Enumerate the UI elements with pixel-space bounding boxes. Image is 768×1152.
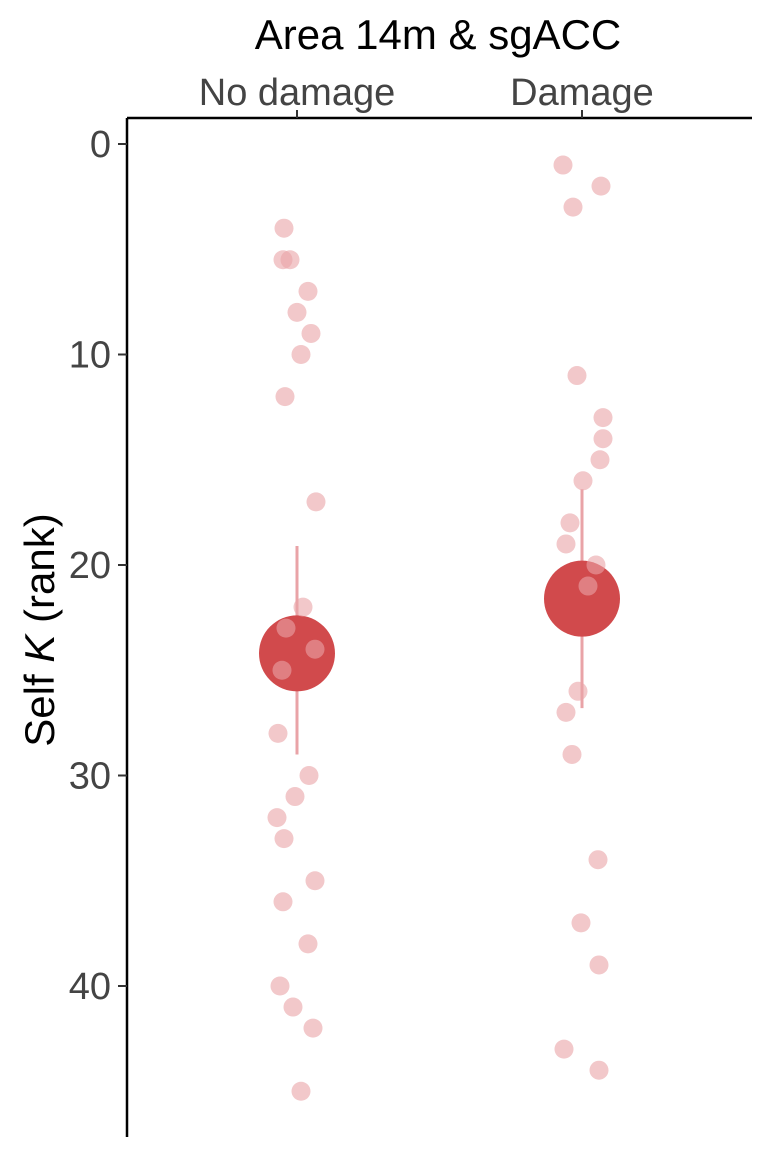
data-point-0-3 (298, 281, 318, 301)
data-point-1-5 (593, 429, 613, 449)
data-point-0-20 (298, 934, 318, 954)
data-point-0-15 (285, 787, 305, 807)
data-point-0-23 (303, 1018, 323, 1038)
y-tick-label-0: 0 (90, 124, 111, 166)
y-tick-label-20: 20 (69, 545, 111, 587)
data-point-0-24 (291, 1081, 311, 1101)
x-tick-label-1: Damage (510, 72, 654, 114)
data-point-1-16 (571, 913, 591, 933)
plot-layer: 0 10 20 30 40 No damage Damage (69, 72, 752, 1137)
y-axis-label-prefix: Self (16, 663, 63, 747)
mean-point-1 (544, 560, 620, 637)
y-tick-label-30: 30 (69, 756, 111, 798)
y-axis-label-italic: K (16, 633, 63, 663)
data-point-0-8 (306, 492, 326, 512)
data-point-0-17 (274, 829, 294, 849)
data-point-1-14 (562, 744, 582, 764)
data-point-0-9 (293, 597, 313, 617)
data-point-0-12 (272, 660, 292, 680)
data-point-1-13 (556, 702, 576, 722)
data-point-1-2 (563, 197, 583, 217)
data-point-1-0 (553, 155, 573, 175)
chart-title: Area 14m & sgACC (255, 11, 621, 58)
y-tick-label-40: 40 (69, 966, 111, 1008)
data-point-0-6 (291, 345, 311, 364)
x-tick-label-0: No damage (199, 72, 395, 114)
y-axis-label: Self K (rank) (16, 513, 63, 746)
y-axis-label-suffix: (rank) (16, 513, 63, 634)
data-point-1-12 (568, 681, 588, 701)
data-point-1-11 (578, 576, 598, 596)
data-point-1-19 (589, 1060, 609, 1080)
data-point-0-7 (275, 387, 295, 407)
data-point-0-10 (276, 618, 296, 638)
data-point-0-14 (299, 766, 319, 785)
y-tick-label-10: 10 (69, 335, 111, 377)
data-point-0-11 (305, 639, 325, 659)
data-point-1-8 (560, 513, 580, 533)
data-point-1-18 (554, 1039, 574, 1059)
data-point-0-22 (283, 997, 303, 1017)
data-point-0-2 (280, 250, 300, 270)
data-point-0-18 (305, 871, 325, 891)
data-point-1-1 (591, 176, 611, 196)
data-point-0-0 (274, 218, 294, 238)
data-point-1-4 (593, 408, 613, 428)
data-point-0-4 (287, 302, 307, 322)
data-point-0-13 (268, 723, 288, 743)
data-point-0-19 (273, 892, 293, 912)
data-point-0-16 (267, 808, 287, 828)
data-point-1-7 (573, 471, 593, 491)
data-point-1-3 (567, 366, 587, 386)
data-point-1-17 (589, 955, 609, 975)
data-point-0-5 (301, 323, 321, 343)
data-point-1-6 (590, 450, 610, 470)
data-point-1-15 (588, 850, 608, 870)
mean-point-0 (259, 615, 335, 692)
data-point-1-10 (586, 555, 606, 575)
data-point-1-9 (556, 534, 576, 554)
data-point-0-21 (270, 976, 290, 996)
